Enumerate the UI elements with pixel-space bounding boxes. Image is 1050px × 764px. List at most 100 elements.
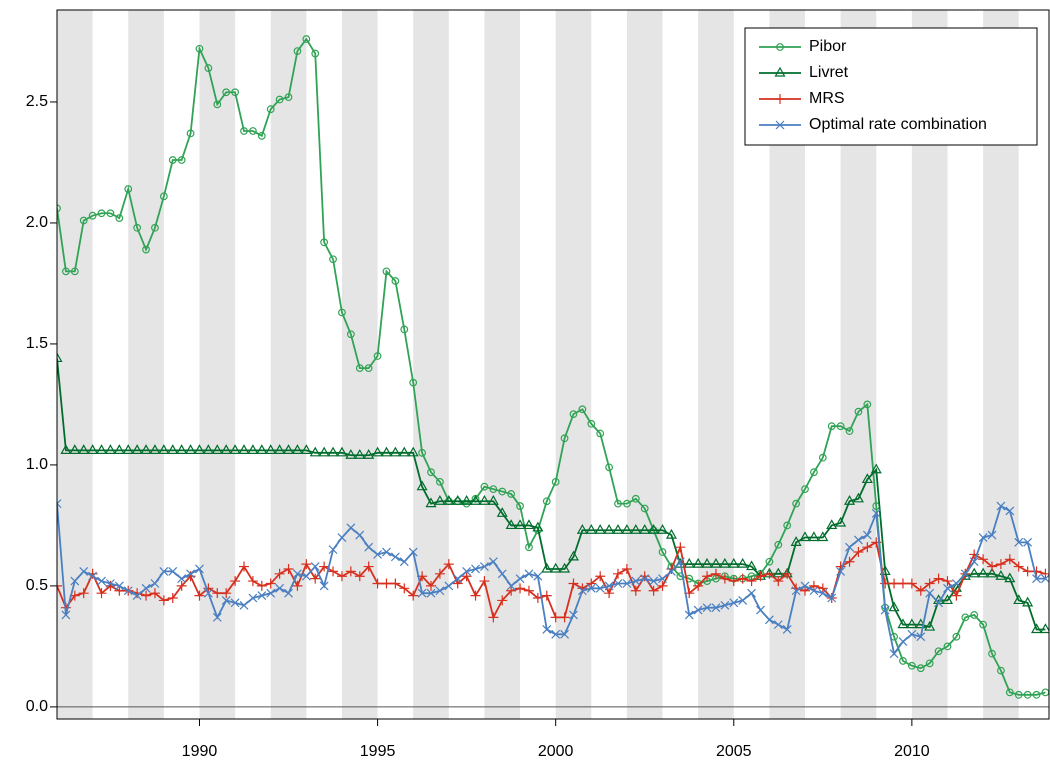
marker xyxy=(212,588,223,599)
marker xyxy=(1022,596,1034,607)
marker xyxy=(728,576,739,587)
marker xyxy=(836,422,845,431)
marker xyxy=(131,444,143,455)
marker xyxy=(230,576,241,587)
marker xyxy=(194,590,205,601)
marker xyxy=(658,548,667,556)
marker xyxy=(115,214,124,223)
marker xyxy=(559,562,571,573)
marker xyxy=(382,267,391,276)
marker xyxy=(710,568,721,579)
marker xyxy=(505,519,517,530)
marker xyxy=(1039,623,1049,634)
marker xyxy=(275,583,285,593)
marker xyxy=(1032,690,1041,699)
marker xyxy=(69,444,81,455)
marker xyxy=(550,612,561,623)
marker xyxy=(943,642,952,651)
marker xyxy=(614,499,622,508)
marker xyxy=(658,574,667,584)
marker xyxy=(309,446,321,457)
marker xyxy=(925,588,935,598)
marker xyxy=(560,434,569,443)
marker xyxy=(300,444,312,455)
y-tick-label: 0.0 xyxy=(26,698,48,715)
marker xyxy=(845,427,854,435)
marker xyxy=(613,579,623,588)
marker xyxy=(95,444,108,455)
marker xyxy=(776,43,784,51)
marker xyxy=(808,531,820,542)
marker xyxy=(159,192,168,201)
year-band xyxy=(555,10,592,719)
marker xyxy=(746,560,758,571)
marker xyxy=(1004,572,1016,583)
marker xyxy=(595,583,605,593)
marker xyxy=(328,545,338,555)
marker xyxy=(373,550,382,559)
legend-label: MRS xyxy=(809,90,845,107)
marker xyxy=(773,576,784,587)
marker xyxy=(631,494,640,503)
marker xyxy=(176,444,188,455)
marker xyxy=(203,588,213,598)
marker xyxy=(995,570,1007,580)
marker xyxy=(158,595,169,606)
marker xyxy=(168,156,177,164)
marker xyxy=(978,554,989,565)
marker xyxy=(569,410,578,419)
marker xyxy=(693,605,703,615)
marker xyxy=(631,576,641,586)
marker xyxy=(79,216,88,225)
marker xyxy=(559,612,570,623)
marker xyxy=(863,400,872,409)
marker xyxy=(113,444,125,455)
marker xyxy=(1022,566,1033,577)
marker xyxy=(151,223,159,232)
marker xyxy=(354,571,365,582)
marker xyxy=(57,580,62,591)
marker xyxy=(355,364,364,373)
marker xyxy=(257,591,267,601)
marker xyxy=(329,255,337,264)
marker xyxy=(799,531,811,542)
marker xyxy=(577,586,587,596)
marker xyxy=(533,571,543,581)
marker xyxy=(487,494,499,505)
marker xyxy=(605,463,614,472)
marker xyxy=(915,585,926,596)
marker xyxy=(941,594,954,605)
marker xyxy=(479,576,490,587)
marker xyxy=(622,579,632,588)
marker xyxy=(541,562,553,573)
marker xyxy=(719,573,730,584)
marker xyxy=(648,585,659,596)
marker xyxy=(1005,506,1015,516)
marker xyxy=(291,444,303,455)
marker xyxy=(737,573,748,584)
plot-frame xyxy=(56,9,1050,720)
marker xyxy=(96,588,107,599)
marker xyxy=(488,557,498,567)
marker xyxy=(587,419,596,428)
year-band xyxy=(128,10,164,719)
marker xyxy=(747,588,757,598)
marker xyxy=(372,578,383,589)
marker xyxy=(444,581,454,591)
x-tick-label: 1995 xyxy=(360,743,396,760)
marker xyxy=(916,632,926,642)
marker xyxy=(122,444,134,455)
marker xyxy=(471,564,480,574)
marker xyxy=(1014,690,1023,699)
marker xyxy=(345,449,357,459)
marker xyxy=(57,352,63,363)
marker xyxy=(987,530,997,540)
marker xyxy=(783,521,792,530)
marker xyxy=(621,563,632,574)
marker xyxy=(346,330,355,339)
marker xyxy=(257,131,266,140)
marker xyxy=(382,547,391,557)
marker xyxy=(364,542,374,552)
marker xyxy=(142,245,150,254)
